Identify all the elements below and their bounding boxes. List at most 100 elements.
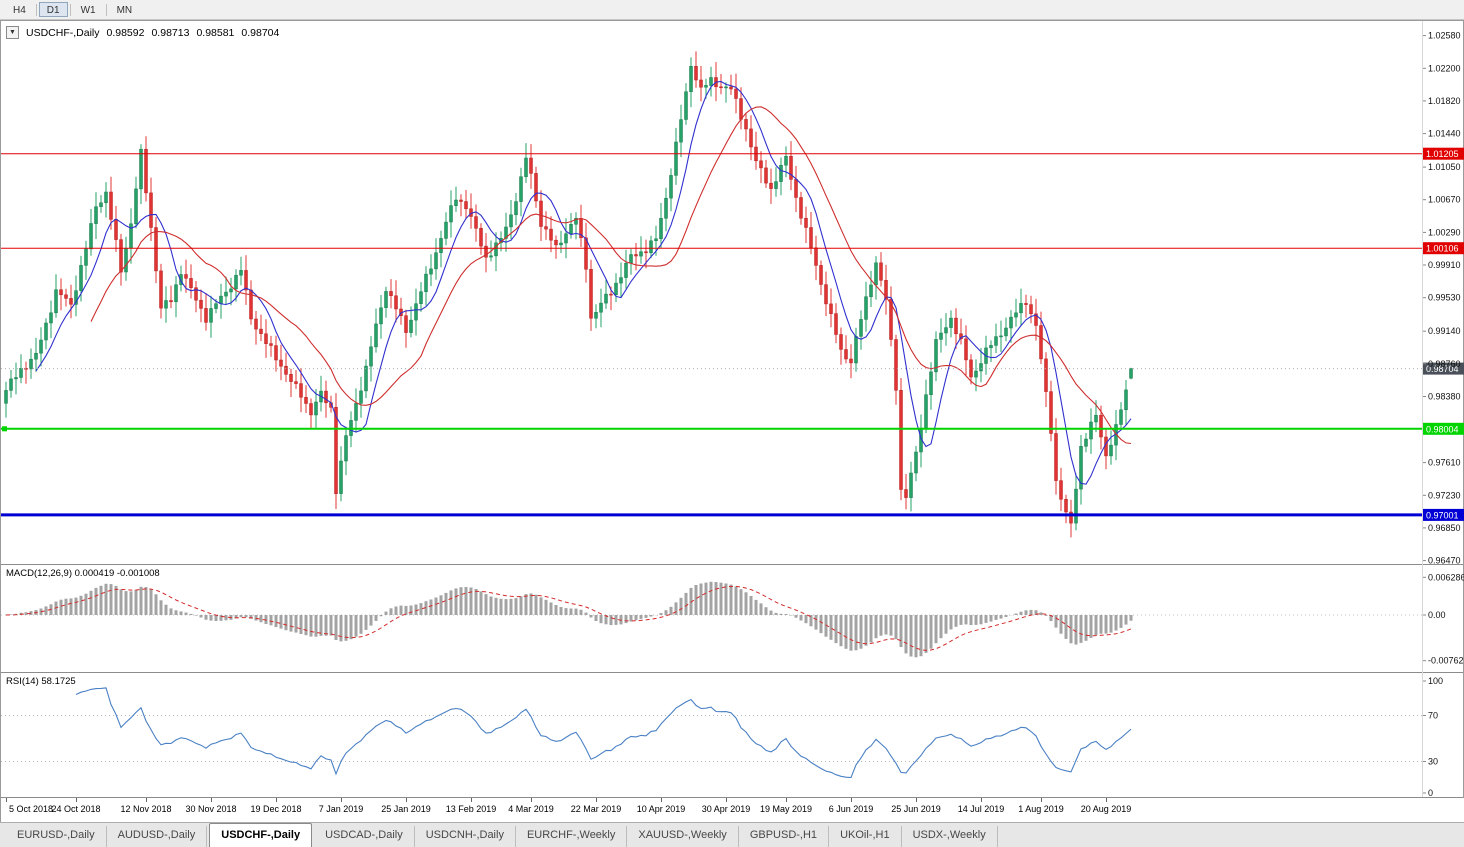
date-label: 5 Oct 2018 [8, 804, 54, 814]
svg-text:1.00106: 1.00106 [1426, 244, 1459, 254]
price-tag [1423, 508, 1464, 521]
date-tick [726, 798, 727, 802]
time-axis[interactable]: 5 Oct 2018 24 Oct 2018 12 Nov 2018 30 Nov 2… [1, 798, 1464, 823]
rsi-tick-label: 0 [1428, 788, 1433, 797]
rsi-line [75, 687, 1132, 779]
macd-histogram [9, 581, 1133, 658]
rsi-tick-label: 30 [1428, 757, 1438, 767]
price-tick-label: 0.96470 [1428, 556, 1461, 564]
price-tick-label: 1.02200 [1428, 63, 1461, 73]
date-tick [531, 798, 532, 802]
date-tick [6, 798, 7, 802]
macd-panel-canvas[interactable]: 0.006286 0.00 -0.00762 [1, 565, 1464, 672]
macd-tick-label: -0.00762 [1428, 656, 1464, 666]
date-tick [1041, 798, 1042, 802]
date-label: 12 Nov 2018 [120, 804, 172, 814]
date-tick [916, 798, 917, 802]
chart-tab-audusd-daily[interactable]: AUDUSD-,Daily [107, 826, 208, 847]
date-tick [211, 798, 212, 802]
price-tick-label: 0.99530 [1428, 293, 1461, 303]
date-label: 30 Nov 2018 [185, 804, 237, 814]
price-tick-label: 1.00670 [1428, 195, 1461, 205]
date-tick [1106, 798, 1107, 802]
date-tick [786, 798, 787, 802]
rsi-tick-label: 100 [1428, 676, 1443, 686]
ohlc-open: 0.98592 [106, 26, 145, 39]
date-tick [471, 798, 472, 802]
date-label: 10 Apr 2019 [636, 804, 686, 814]
price-tag [1423, 362, 1464, 375]
date-tick [851, 798, 852, 802]
svg-text:0.98704: 0.98704 [1426, 364, 1459, 374]
timeframe-toolbar: H4 D1 W1 MN [0, 0, 1464, 20]
price-tick-label: 1.01440 [1428, 129, 1461, 139]
toolbar-separator [35, 3, 37, 16]
panel-divider[interactable] [1, 672, 1463, 673]
rsi-indicator-label: RSI(14) 58.1725 [6, 676, 76, 687]
date-tick [661, 798, 662, 802]
date-tick [406, 798, 407, 802]
timeframe-button-d1[interactable]: D1 [38, 2, 68, 17]
panel-divider[interactable] [1, 564, 1463, 565]
ohlc-high: 0.98713 [151, 26, 190, 39]
chart-tab-ukoil-h1[interactable]: UKOil-,H1 [829, 826, 902, 847]
timeframe-button-w1[interactable]: W1 [80, 5, 96, 16]
chart-tab-usdchf-daily[interactable]: USDCHF-,Daily [209, 823, 313, 847]
price-tick-label: 0.99140 [1428, 326, 1461, 336]
macd-indicator-label: MACD(12,26,9) 0.000419 -0.001008 [6, 568, 160, 579]
chart-tab-eurchf-weekly[interactable]: EURCHF-,Weekly [516, 826, 628, 847]
rsi-tick-label: 70 [1428, 711, 1438, 721]
timeframe-button-h4[interactable]: H4 [13, 5, 26, 16]
price-chart-canvas[interactable]: 1.01205 1.00106 0.98004 0.97001 0.98704 1.025… [1, 21, 1464, 564]
date-tick [981, 798, 982, 802]
ohlc-low: 0.98581 [196, 26, 235, 39]
date-tick [341, 798, 342, 802]
chart-tab-gbpusd-h1[interactable]: GBPUSD-,H1 [739, 826, 830, 847]
macd-tick-label: 0.006286 [1428, 572, 1464, 582]
ohlc-close: 0.98704 [241, 26, 280, 39]
macd-signal-line [5, 585, 1132, 651]
price-tick-label: 0.98380 [1428, 392, 1461, 402]
toolbar-separator [105, 3, 107, 16]
ma-fast-line [35, 80, 1132, 485]
date-label: 14 Jul 2019 [957, 804, 1005, 814]
chart-window: 1.01205 1.00106 0.98004 0.97001 0.98704 1.025… [0, 20, 1464, 823]
date-tick [76, 798, 77, 802]
price-tag [1423, 147, 1464, 160]
chart-tab-xauusd-weekly[interactable]: XAUUSD-,Weekly [627, 826, 739, 847]
chart-tab-usdcad-daily[interactable]: USDCAD-,Daily [314, 826, 415, 847]
price-tag [1423, 422, 1464, 435]
date-label: 4 Mar 2019 [508, 804, 554, 814]
date-label: 7 Jan 2019 [318, 804, 364, 814]
date-label: 22 Mar 2019 [570, 804, 622, 814]
price-tick-label: 0.96850 [1428, 523, 1461, 533]
date-label: 20 Aug 2019 [1080, 804, 1132, 814]
macd-tick-label: 0.00 [1428, 610, 1446, 620]
price-axis-border [1422, 21, 1423, 797]
chart-tab-eurusd-daily[interactable]: EURUSD-,Daily [6, 826, 107, 847]
price-tick-label: 1.00290 [1428, 227, 1461, 237]
timeframe-button-mn[interactable]: MN [116, 5, 133, 16]
price-tick-label: 0.97610 [1428, 458, 1461, 468]
svg-text:1.01205: 1.01205 [1426, 149, 1459, 159]
date-tick [596, 798, 597, 802]
panel-divider[interactable] [1, 797, 1463, 798]
chart-ohlc-readout: ▼ USDCHF-,Daily 0.98592 0.98713 0.98581 … [6, 26, 279, 39]
svg-text:0.97001: 0.97001 [1426, 510, 1459, 520]
date-label: 25 Jun 2019 [891, 804, 941, 814]
chart-tab-usdcnh-daily[interactable]: USDCNH-,Daily [415, 826, 516, 847]
price-tick-label: 1.01050 [1428, 162, 1461, 172]
price-tick-label: 0.98760 [1428, 359, 1461, 369]
chart-tab-usdx-weekly[interactable]: USDX-,Weekly [902, 826, 998, 847]
date-label: 19 Dec 2018 [250, 804, 302, 814]
svg-text:0.98004: 0.98004 [1426, 424, 1459, 434]
candles [4, 51, 1133, 538]
chart-menu-button[interactable]: ▼ [6, 26, 19, 39]
rsi-panel-canvas[interactable]: 100 70 30 0 [1, 673, 1464, 797]
date-tick [146, 798, 147, 802]
chart-tab-bar: EURUSD-,Daily AUDUSD-,Daily USDCHF-,Daily U… [0, 822, 1464, 847]
price-tick-label: 0.99910 [1428, 260, 1461, 270]
hline-anchor-marker[interactable] [2, 426, 7, 432]
price-tick-label: 1.01820 [1428, 96, 1461, 106]
chart-symbol-label: USDCHF-,Daily [26, 26, 100, 39]
